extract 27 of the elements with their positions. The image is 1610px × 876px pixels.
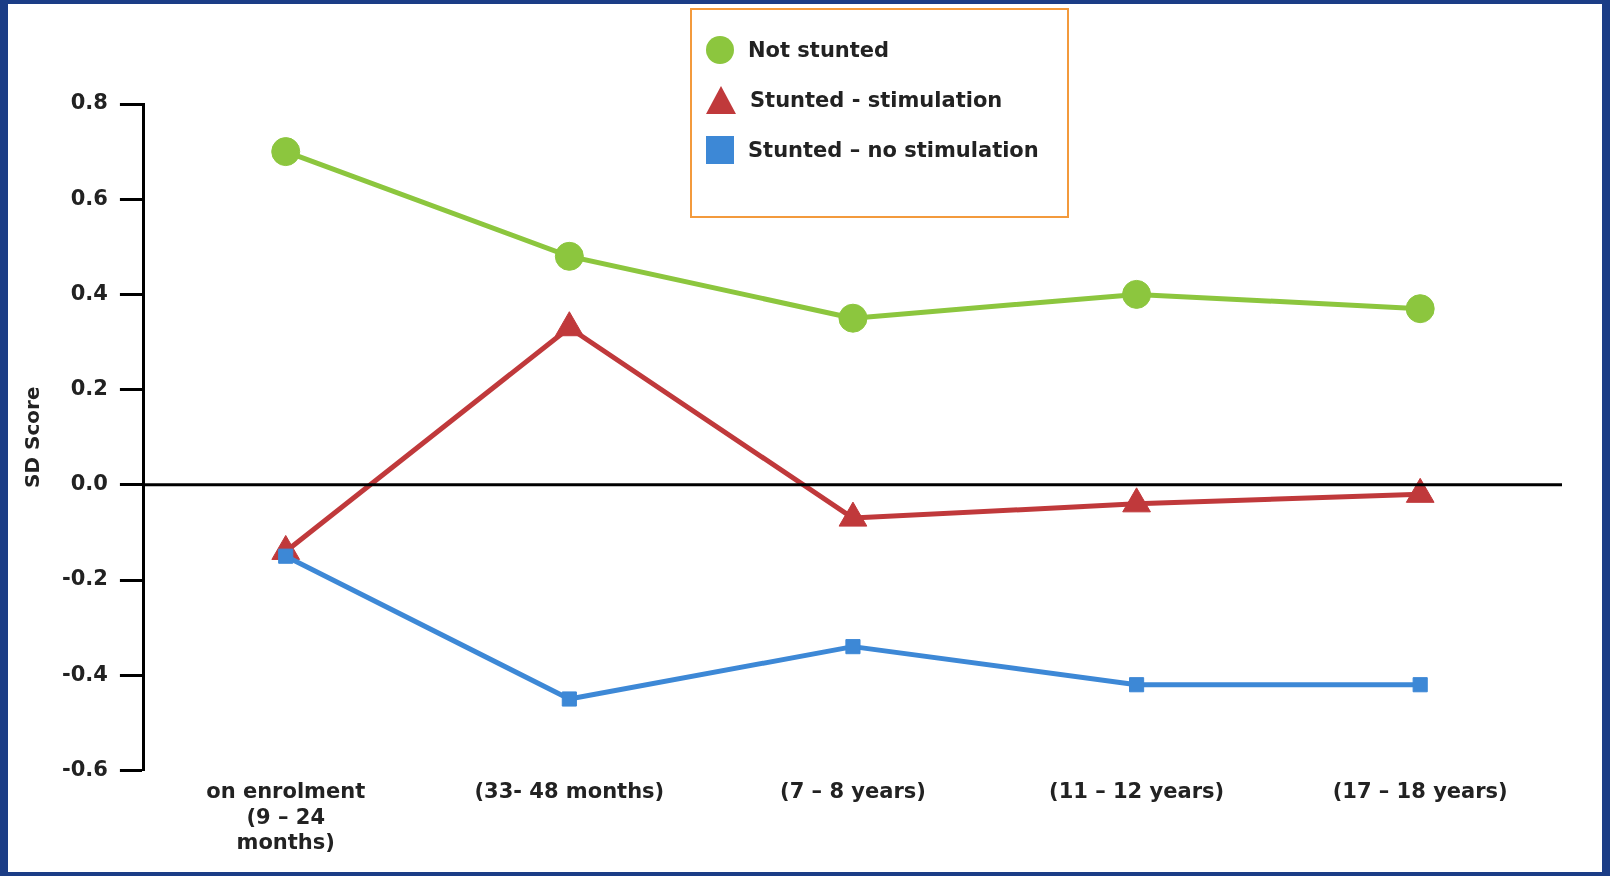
legend-label: Stunted – no stimulation — [748, 138, 1039, 162]
point — [278, 548, 294, 564]
legend-label: Not stunted — [748, 38, 890, 62]
point — [1405, 294, 1435, 324]
y-tick-label: -0.6 — [62, 756, 108, 781]
y-tick-label: 0.2 — [70, 376, 108, 401]
y-tick-label: 0.6 — [70, 185, 108, 210]
x-tick-label: (7 – 8 years) — [780, 779, 926, 804]
point — [838, 303, 868, 333]
point — [271, 137, 301, 167]
x-tick-label: (33- 48 months) — [474, 779, 665, 804]
x-tick-label: on enrolment (9 – 24 months) — [206, 779, 366, 854]
point — [1122, 279, 1152, 309]
y-tick-label: 0.8 — [70, 90, 108, 115]
point — [1129, 677, 1145, 693]
legend-label: Stunted - stimulation — [750, 88, 1003, 112]
x-tick-label: (17 – 18 years) — [1332, 779, 1508, 804]
y-tick-label: 0.4 — [70, 280, 108, 305]
y-tick-label: -0.4 — [62, 661, 108, 686]
y-tick-label: -0.2 — [62, 566, 108, 591]
point — [554, 241, 584, 271]
y-tick-label: 0.0 — [70, 471, 108, 496]
point — [561, 691, 577, 707]
point — [845, 639, 861, 655]
y-axis-title: SD Score — [20, 386, 45, 488]
x-tick-label: (11 – 12 years) — [1049, 779, 1225, 804]
point — [1412, 677, 1428, 693]
